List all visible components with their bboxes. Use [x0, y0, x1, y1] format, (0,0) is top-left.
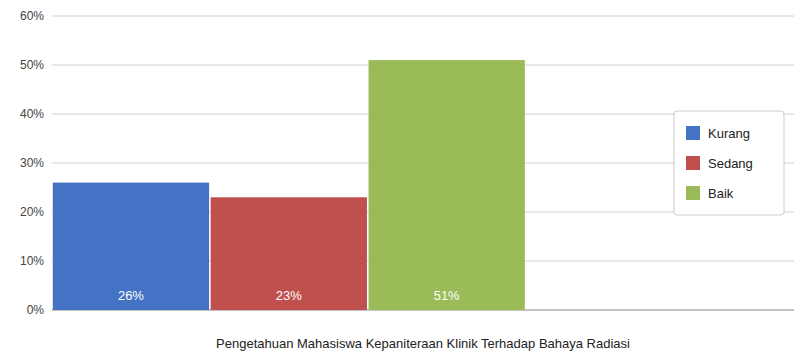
chart-svg: 0% 10% 20% 30% 40% 50% 60% 26% 23% 51% Pengetahuan… [0, 0, 810, 362]
y-tick-label: 50% [20, 58, 44, 72]
x-axis-label: Pengetahuan Mahasiswa Kepaniteraan Klini… [216, 336, 630, 351]
legend-label: Kurang [708, 126, 750, 141]
y-tick-label: 20% [20, 205, 44, 219]
legend-label: Sedang [708, 156, 753, 171]
y-tick-label: 10% [20, 254, 44, 268]
legend-swatch [686, 156, 700, 170]
chart-container: 0% 10% 20% 30% 40% 50% 60% 26% 23% 51% Pengetahuan… [0, 0, 810, 362]
grid-line [52, 16, 794, 17]
legend: Kurang Sedang Baik [674, 111, 784, 215]
bar [369, 60, 525, 310]
bars [53, 60, 525, 310]
y-tick-label: 60% [20, 9, 44, 23]
bar [211, 197, 367, 310]
legend-swatch [686, 186, 700, 200]
grid [52, 16, 794, 310]
y-tick-label: 0% [27, 303, 45, 317]
data-label: 51% [434, 288, 460, 303]
y-tick-label: 30% [20, 156, 44, 170]
legend-box [674, 111, 784, 215]
data-label: 23% [276, 288, 302, 303]
bar [53, 183, 209, 310]
legend-label: Baik [708, 186, 734, 201]
legend-swatch [686, 126, 700, 140]
data-label: 26% [118, 288, 144, 303]
y-tick-label: 40% [20, 107, 44, 121]
data-labels: 26% 23% 51% [118, 288, 460, 303]
